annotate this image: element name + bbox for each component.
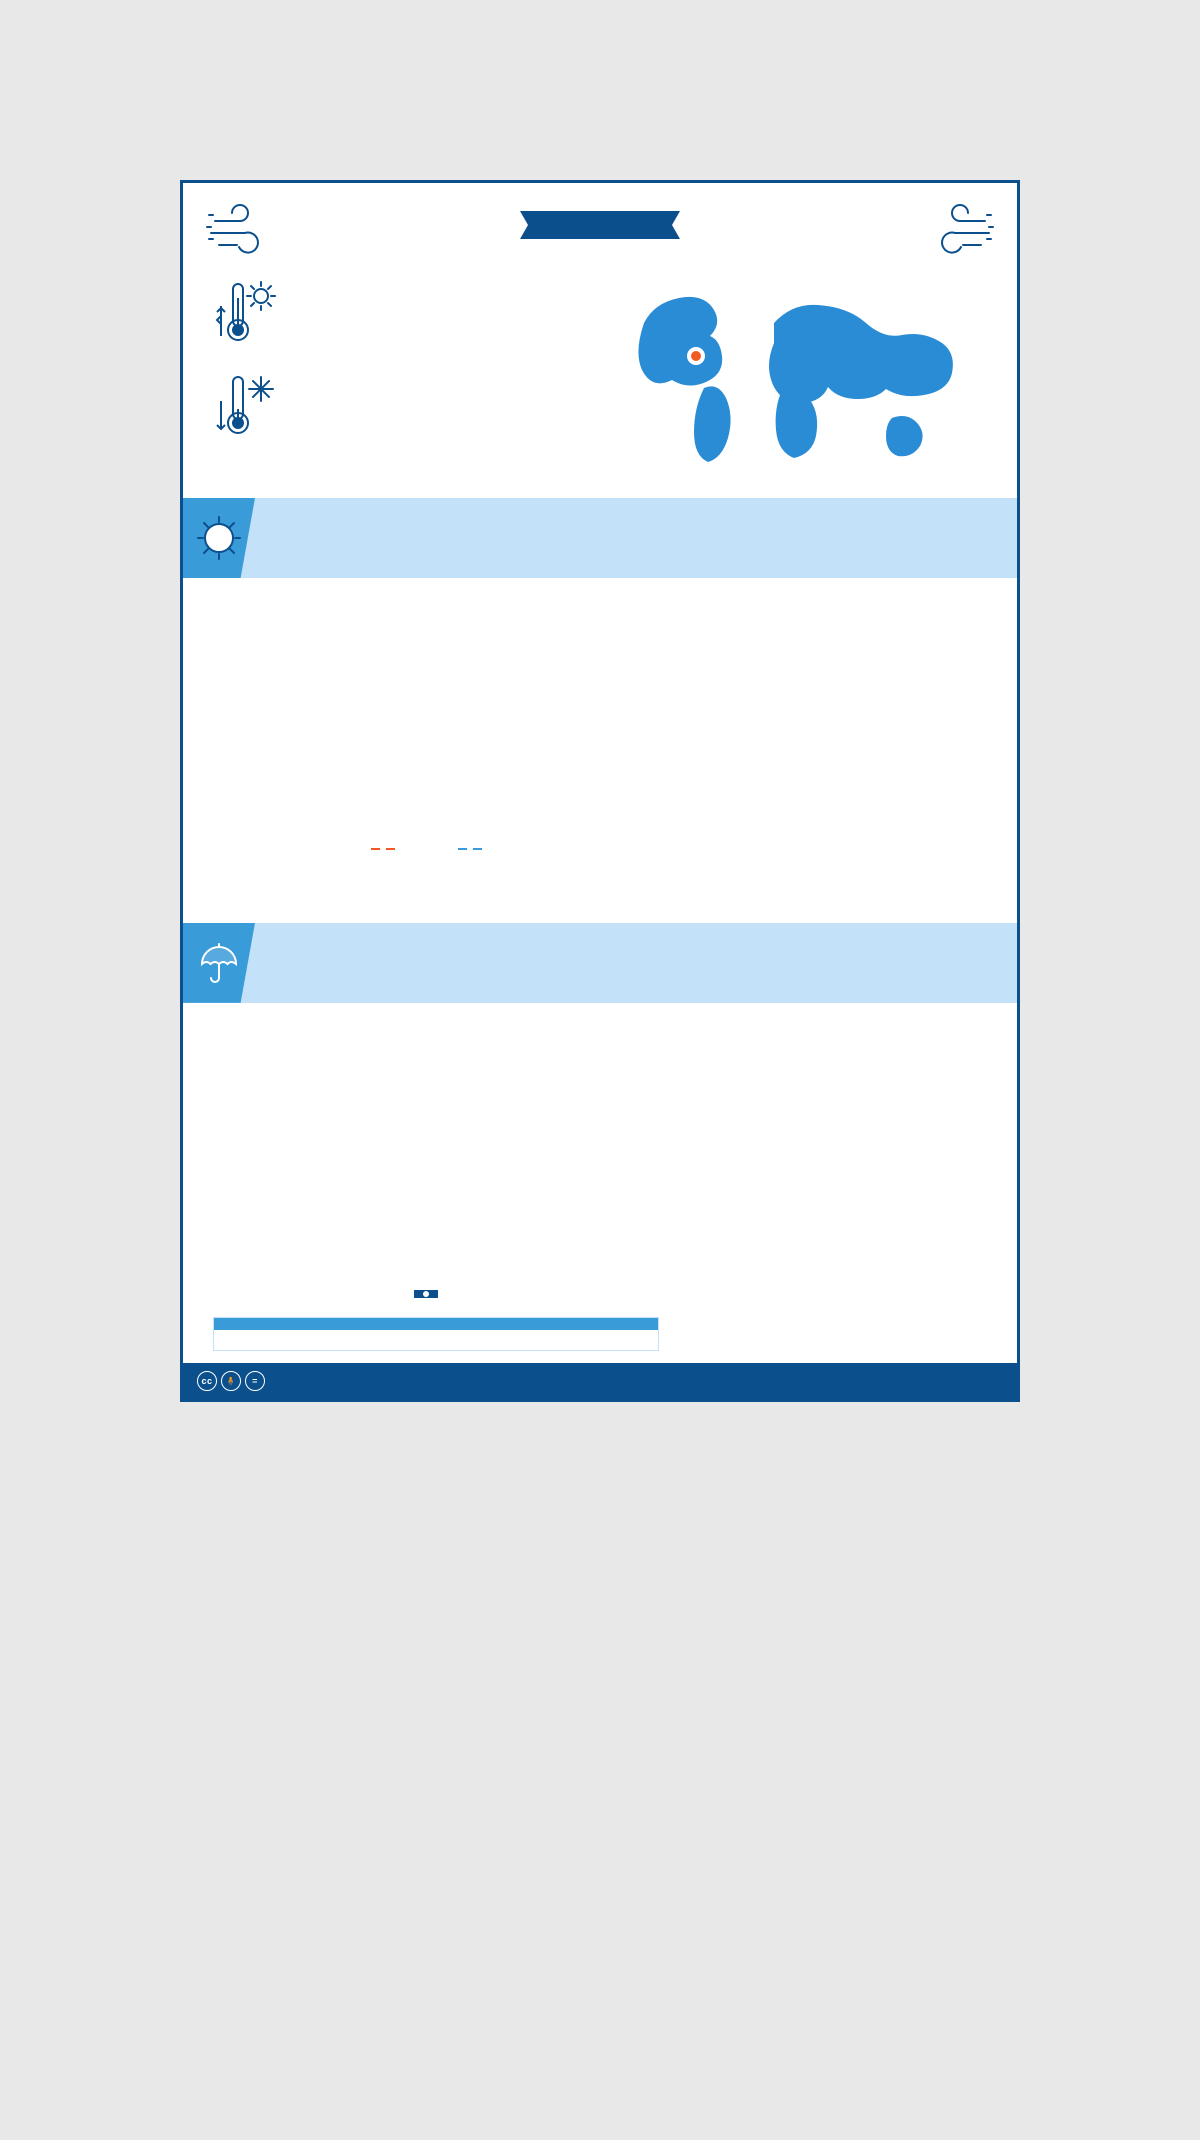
- daily-temp-title: [183, 875, 1017, 899]
- precip-bar-chart: [213, 1027, 659, 1351]
- license: cc 🧍 =: [197, 1371, 275, 1391]
- temperature-banner: [183, 498, 1017, 578]
- precip-prob-title: [214, 1318, 658, 1330]
- world-map: [610, 278, 987, 478]
- temperature-line-chart: [213, 602, 659, 863]
- by-icon: 🧍: [221, 1371, 241, 1391]
- temp-legend: [213, 840, 659, 863]
- sun-icon: [183, 498, 255, 578]
- coldest-block: [213, 371, 590, 446]
- summary-row: [183, 260, 1017, 498]
- cc-icon: cc: [197, 1371, 217, 1391]
- header: [183, 183, 1017, 260]
- daily-temp-row: [183, 899, 1017, 923]
- thermo-cold-icon: [213, 371, 283, 446]
- umbrella-icon: [183, 923, 255, 1003]
- thermo-warm-icon: [213, 278, 283, 353]
- infographic-card: cc 🧍 =: [180, 180, 1020, 1402]
- warmest-block: [213, 278, 590, 353]
- page-title: [540, 211, 660, 239]
- footer: cc 🧍 =: [183, 1363, 1017, 1399]
- precip-banner: [183, 923, 1017, 1003]
- precip-legend: [213, 1284, 659, 1307]
- precip-prob-box: [213, 1317, 659, 1351]
- nd-icon: =: [245, 1371, 265, 1391]
